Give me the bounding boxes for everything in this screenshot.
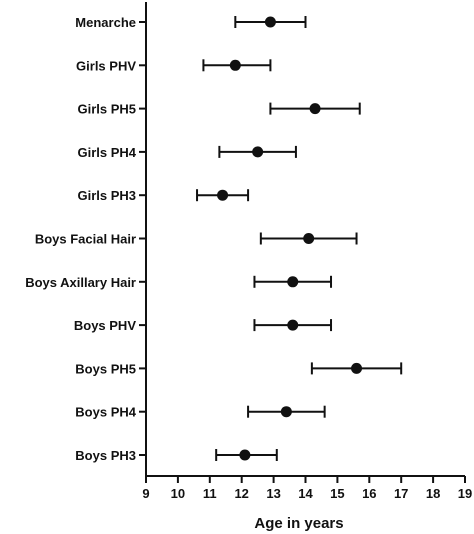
category-label: Boys PH5 (75, 361, 136, 376)
x-tick-label: 14 (298, 486, 313, 501)
data-point (229, 59, 241, 71)
x-tick-label: 11 (203, 486, 217, 501)
x-tick-label: 19 (458, 486, 472, 501)
category-label: Girls PH3 (77, 188, 136, 203)
x-tick-label: 9 (142, 486, 149, 501)
category-label: Girls PH5 (77, 102, 136, 117)
category-label: Girls PH4 (77, 145, 136, 160)
category-label: Boys PH4 (75, 405, 136, 420)
x-axis: 9 10 11 12 13 14 15 16 17 18 19 (142, 475, 472, 501)
x-tick-label: 18 (426, 486, 440, 501)
x-tick-label: 12 (234, 486, 248, 501)
data-point (239, 449, 251, 461)
data-point (264, 16, 276, 28)
x-tick-label: 16 (362, 486, 376, 501)
category-label: Girls PHV (76, 58, 136, 73)
category-label: Boys PHV (74, 318, 136, 333)
x-tick-label: 10 (171, 486, 185, 501)
data-point (280, 406, 292, 418)
data-point (309, 103, 321, 115)
data-point (351, 362, 363, 374)
x-tick-label: 15 (330, 486, 344, 501)
data-point (287, 319, 299, 331)
category-label: Boys Facial Hair (35, 232, 136, 247)
x-tick-label: 13 (266, 486, 280, 501)
data-point (217, 189, 229, 201)
y-axis: Menarche Girls PHV Girls PH5 Girls PH4 Girls… (25, 2, 147, 476)
data-point (287, 276, 299, 288)
x-tick-label: 17 (394, 486, 408, 501)
chart-marks (196, 16, 403, 461)
data-point (303, 233, 315, 244)
data-point (252, 146, 264, 158)
category-label: Boys PH3 (75, 448, 136, 463)
category-label: Menarche (75, 15, 136, 30)
x-axis-title: Age in years (254, 515, 343, 532)
category-label: Boys Axillary Hair (25, 275, 136, 290)
